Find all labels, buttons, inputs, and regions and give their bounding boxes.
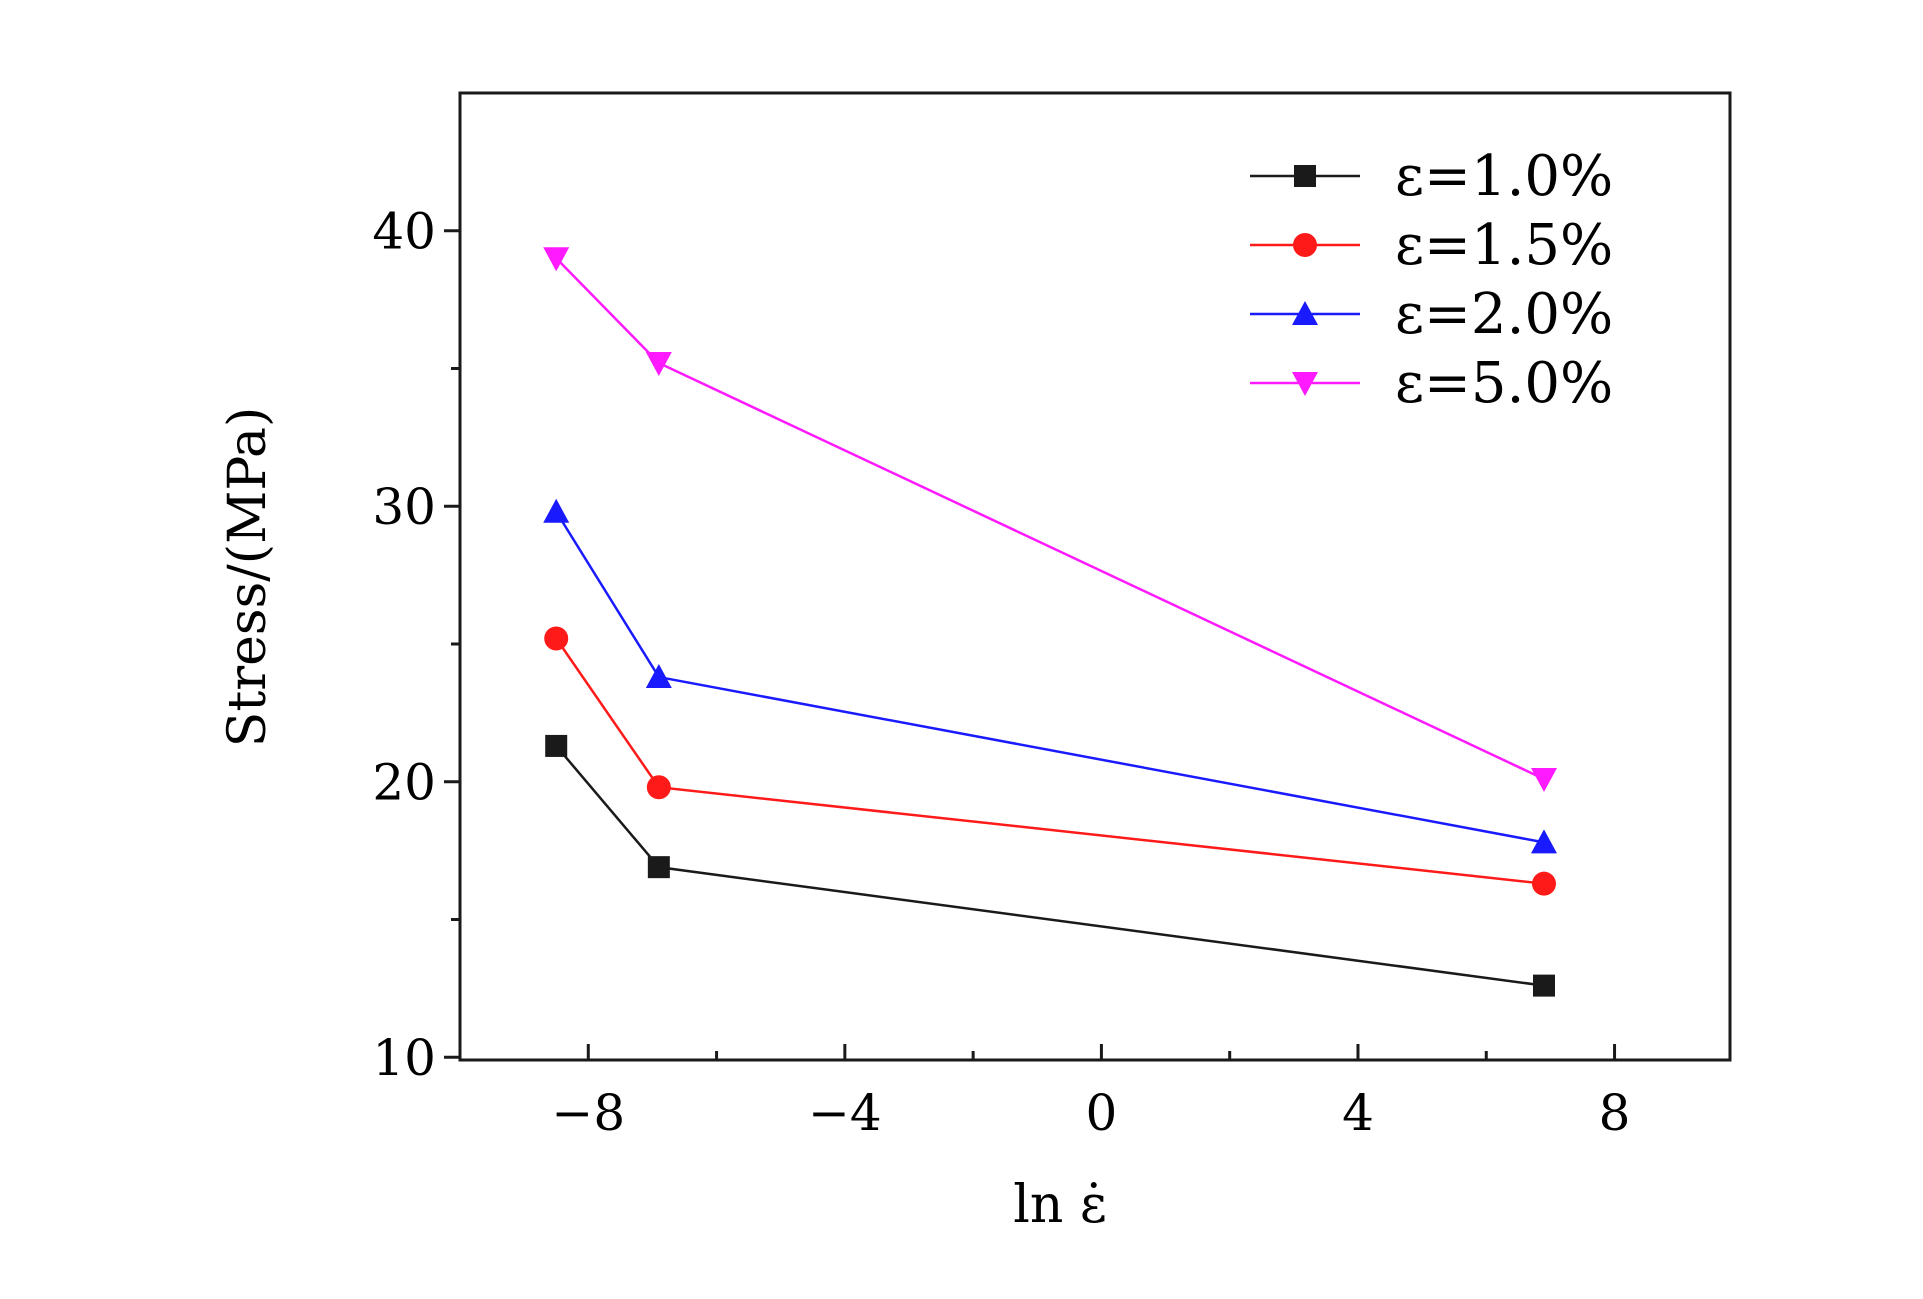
x-tick-label: 0 xyxy=(1086,1084,1118,1142)
data-point xyxy=(1530,767,1557,792)
legend-label: ε=1.5% xyxy=(1395,213,1613,278)
data-point xyxy=(1530,829,1557,854)
series-line xyxy=(555,745,1545,987)
series-2 xyxy=(544,626,1556,896)
y-tick-label: 30 xyxy=(372,478,436,536)
x-tick-label: 4 xyxy=(1342,1084,1374,1142)
data-point xyxy=(1532,974,1555,997)
series-1 xyxy=(545,734,1555,997)
plot-frame xyxy=(458,91,1732,1062)
legend-item: ε=1.0% xyxy=(1250,144,1613,209)
series-layer xyxy=(543,247,1557,997)
axis-tick-labels: −8 −4 0 4 8 10 20 30 40 xyxy=(372,203,1630,1142)
legend-marker xyxy=(1293,233,1317,257)
data-point xyxy=(645,664,672,689)
data-point xyxy=(1531,871,1556,896)
x-tick-label: 8 xyxy=(1599,1084,1631,1142)
data-point xyxy=(647,856,670,879)
x-tick-label: −8 xyxy=(551,1084,625,1142)
data-point xyxy=(645,351,672,376)
x-tick-label: −4 xyxy=(808,1084,882,1142)
y-tick-label: 10 xyxy=(372,1029,436,1087)
data-point xyxy=(544,626,569,651)
legend-item: ε=5.0% xyxy=(1250,351,1613,416)
legend-marker xyxy=(1292,372,1318,396)
data-point xyxy=(543,247,570,272)
legend-label: ε=5.0% xyxy=(1395,351,1613,416)
y-axis-title: Stress/(MPa) xyxy=(218,407,278,748)
legend-label: ε=1.0% xyxy=(1395,144,1613,209)
series-4 xyxy=(543,247,1557,792)
data-point xyxy=(545,734,568,757)
legend-label: ε=2.0% xyxy=(1395,282,1613,347)
series-3 xyxy=(543,498,1557,854)
data-point xyxy=(543,498,570,523)
x-axis-title: ln ε̇ xyxy=(1013,1175,1107,1235)
data-point xyxy=(646,775,671,800)
y-tick-label: 20 xyxy=(372,754,436,812)
legend: ε=1.0%ε=1.5%ε=2.0%ε=5.0% xyxy=(1250,144,1613,416)
series-line xyxy=(555,637,1545,885)
legend-marker xyxy=(1294,165,1316,187)
y-tick-label: 40 xyxy=(372,203,436,261)
legend-marker xyxy=(1292,301,1318,325)
axis-ticks xyxy=(444,229,1617,1060)
legend-item: ε=2.0% xyxy=(1250,282,1613,347)
legend-item: ε=1.5% xyxy=(1250,213,1613,278)
